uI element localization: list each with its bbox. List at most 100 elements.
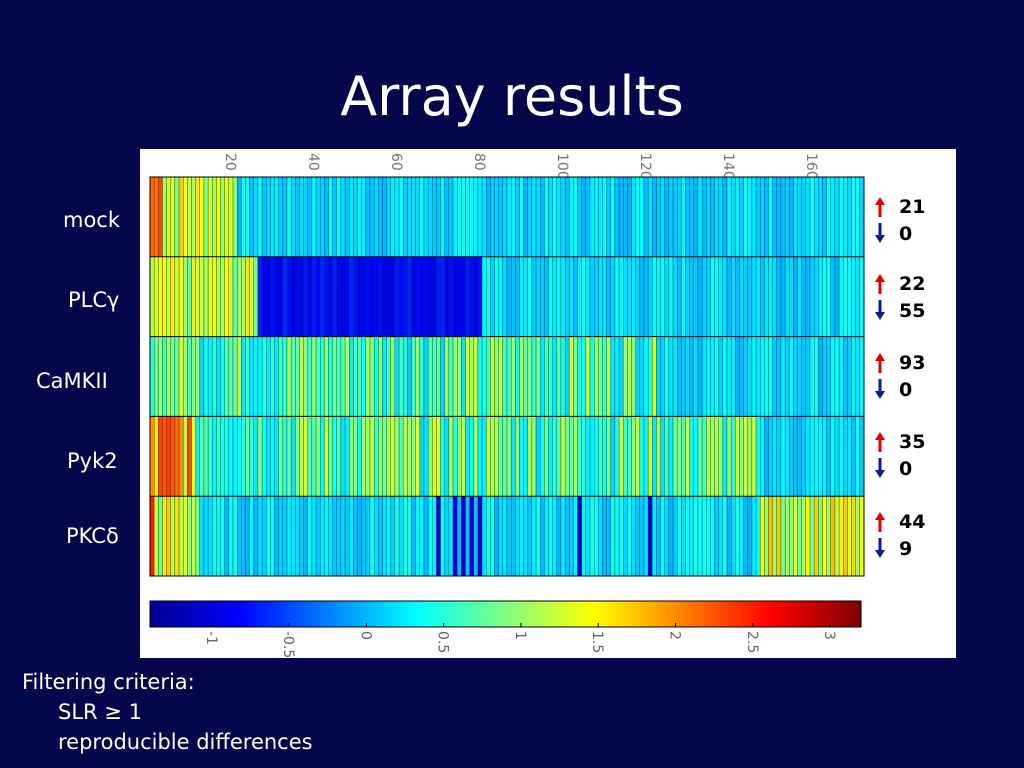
heatmap-cell bbox=[344, 496, 350, 577]
down-arrow-icon bbox=[875, 300, 885, 320]
heatmap-cell bbox=[668, 336, 674, 417]
heatmap-cell bbox=[855, 256, 861, 337]
heatmap-cell bbox=[390, 176, 396, 257]
heatmap-cell bbox=[461, 256, 466, 337]
heatmap-cell bbox=[598, 176, 603, 257]
heatmap-cell bbox=[427, 336, 433, 417]
heatmap-cell bbox=[693, 336, 699, 417]
heatmap-cell bbox=[780, 336, 786, 417]
heatmap-cell bbox=[199, 416, 205, 497]
heatmap-cell bbox=[635, 176, 641, 257]
heatmap-cell bbox=[494, 256, 499, 337]
heatmap-cell bbox=[236, 416, 242, 497]
heatmap-cell bbox=[261, 336, 267, 417]
colorbar-tick-label: 2.5 bbox=[744, 631, 760, 653]
heatmap-cell bbox=[158, 416, 163, 497]
heatmap-cell bbox=[349, 176, 354, 257]
heatmap-cell bbox=[457, 336, 462, 417]
heatmap-cell bbox=[739, 336, 744, 417]
heatmap-cell bbox=[527, 496, 533, 577]
heatmap-cell bbox=[224, 416, 230, 497]
heatmap-cell bbox=[535, 416, 541, 497]
heatmap-cell bbox=[809, 496, 815, 577]
heatmap-cell bbox=[859, 416, 865, 497]
heatmap-cell bbox=[834, 256, 840, 337]
down-count: 0 bbox=[899, 223, 913, 245]
heatmap-cell bbox=[411, 256, 416, 337]
heatmap-cell bbox=[589, 336, 595, 417]
heatmap-cell bbox=[776, 256, 782, 337]
heatmap-cell bbox=[415, 496, 420, 577]
heatmap-cell bbox=[166, 336, 171, 417]
heatmap-cell bbox=[203, 416, 209, 497]
heatmap-cell bbox=[328, 256, 333, 337]
heatmap-cell bbox=[290, 496, 296, 577]
heatmap-cell bbox=[797, 176, 802, 257]
heatmap-cell bbox=[743, 496, 748, 577]
heatmap-cell bbox=[830, 336, 836, 417]
heatmap-cell bbox=[166, 256, 171, 337]
heatmap-cell bbox=[191, 176, 196, 257]
heatmap-cell bbox=[498, 176, 504, 257]
heatmap-cell bbox=[747, 256, 753, 337]
heatmap-cell bbox=[772, 496, 777, 577]
heatmap-cell bbox=[581, 416, 587, 497]
heatmap-cell bbox=[735, 416, 740, 497]
heatmap-cell bbox=[295, 336, 300, 417]
heatmap-cell bbox=[253, 416, 259, 497]
up-count: 21 bbox=[899, 196, 926, 218]
heatmap-cell bbox=[627, 496, 632, 577]
heatmap-cell bbox=[344, 176, 350, 257]
heatmap-cell bbox=[668, 176, 674, 257]
heatmap-cell bbox=[249, 176, 254, 257]
heatmap-cell bbox=[382, 416, 387, 497]
heatmap-cell bbox=[722, 256, 728, 337]
heatmap-cell bbox=[149, 496, 155, 577]
heatmap-cell bbox=[212, 256, 217, 337]
heatmap-cell bbox=[178, 176, 184, 257]
heatmap-cell bbox=[261, 176, 267, 257]
heatmap-cell bbox=[793, 336, 798, 417]
heatmap-cell bbox=[805, 176, 811, 257]
heatmap-cell bbox=[245, 256, 250, 337]
heatmap-cell bbox=[718, 256, 724, 337]
heatmap-cell bbox=[216, 256, 221, 337]
heatmap-cell bbox=[187, 416, 192, 497]
heatmap-cell bbox=[843, 496, 848, 577]
heatmap-cell bbox=[502, 256, 508, 337]
heatmap-cell bbox=[307, 336, 313, 417]
heatmap-cell bbox=[461, 416, 466, 497]
heatmap-cell bbox=[714, 256, 719, 337]
heatmap-cell bbox=[851, 336, 856, 417]
colorbar-ticks: -1 -0.5 0 0.5 1 1.5 2 2.5 3 bbox=[203, 623, 837, 658]
heatmap-cell bbox=[581, 256, 587, 337]
heatmap-cell bbox=[365, 176, 371, 257]
heatmap-cell bbox=[647, 176, 653, 257]
heatmap-cell bbox=[481, 176, 487, 257]
heatmap-cell bbox=[834, 336, 840, 417]
heatmap-cell bbox=[199, 496, 205, 577]
heatmap-cell bbox=[677, 496, 682, 577]
heatmap-cell bbox=[801, 416, 807, 497]
heatmap-cell bbox=[506, 176, 512, 257]
heatmap-cell bbox=[643, 416, 649, 497]
heatmap-cell bbox=[743, 256, 748, 337]
heatmap-border bbox=[149, 176, 865, 577]
heatmap-cell bbox=[540, 176, 545, 257]
heatmap-cell bbox=[843, 336, 848, 417]
row-count-4: 44 9 bbox=[875, 511, 925, 567]
heatmap-cell bbox=[755, 336, 761, 417]
heatmap-cell bbox=[490, 336, 495, 417]
heatmap-cell bbox=[257, 496, 263, 577]
heatmap-cell bbox=[614, 336, 620, 417]
heatmap-cell bbox=[315, 416, 321, 497]
heatmap-cell bbox=[527, 416, 533, 497]
heatmap-cell bbox=[760, 416, 765, 497]
down-count: 9 bbox=[899, 538, 913, 560]
heatmap-cell bbox=[606, 256, 611, 337]
heatmap-cell bbox=[685, 416, 690, 497]
heatmap-cell bbox=[332, 176, 337, 257]
heatmap-cell bbox=[851, 416, 856, 497]
heatmap-cell bbox=[855, 176, 861, 257]
heatmap-cell bbox=[540, 336, 545, 417]
